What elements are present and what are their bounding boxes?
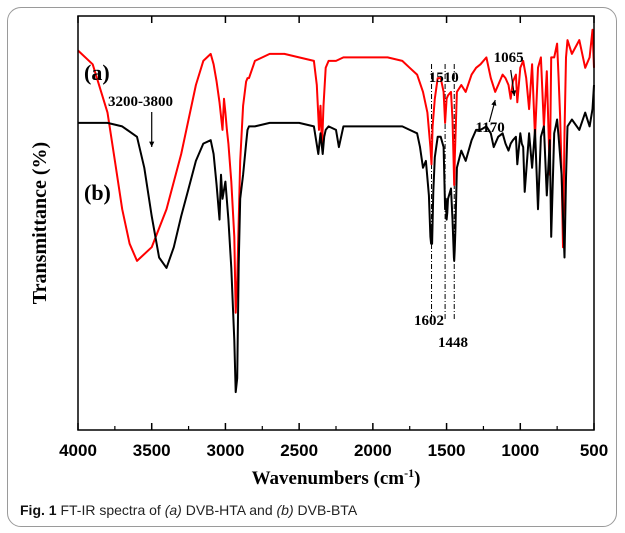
figure-caption: Fig. 1 FT-IR spectra of (a) DVB-HTA and … (20, 502, 357, 518)
x-tick-label: 500 (580, 441, 608, 460)
annotation-label: 1602 (414, 313, 444, 329)
x-tick-label: 1500 (428, 441, 466, 460)
caption-text-3: DVB-BTA (293, 502, 358, 518)
annotation-arrowhead (149, 141, 155, 147)
caption-text-1: FT-IR spectra of (56, 502, 165, 518)
x-tick-label: 3500 (133, 441, 171, 460)
caption-text-2: DVB-HTA and (181, 502, 277, 518)
caption-a-label: (a) (164, 502, 182, 518)
annotation-label: 1065 (494, 50, 524, 66)
x-tick-label: 3000 (207, 441, 245, 460)
x-tick-label: 1000 (501, 441, 539, 460)
series-label-a: (a) (84, 60, 110, 85)
y-axis-label: Transmittance (%) (29, 142, 51, 304)
caption-fig-label: Fig. 1 (20, 502, 57, 518)
annotation-arrowhead (511, 90, 517, 96)
figure-frame (7, 7, 617, 527)
x-tick-label: 2000 (354, 441, 392, 460)
series-line-a (77, 28, 595, 314)
x-tick-label: 4000 (59, 441, 97, 460)
annotation-arrowhead (491, 100, 497, 106)
annotation-label: 1170 (476, 120, 505, 136)
x-axis-label: Wavenumbers (cm-1) (252, 466, 421, 489)
caption-b-label: (b) (276, 502, 294, 518)
x-tick-label: 2500 (280, 441, 318, 460)
annotation-label: 3200-3800 (108, 94, 173, 110)
annotation-label: 1510 (429, 70, 459, 86)
series-line-b (78, 84, 595, 394)
series-label-b: (b) (84, 180, 111, 205)
annotation-label: 1448 (438, 335, 468, 351)
